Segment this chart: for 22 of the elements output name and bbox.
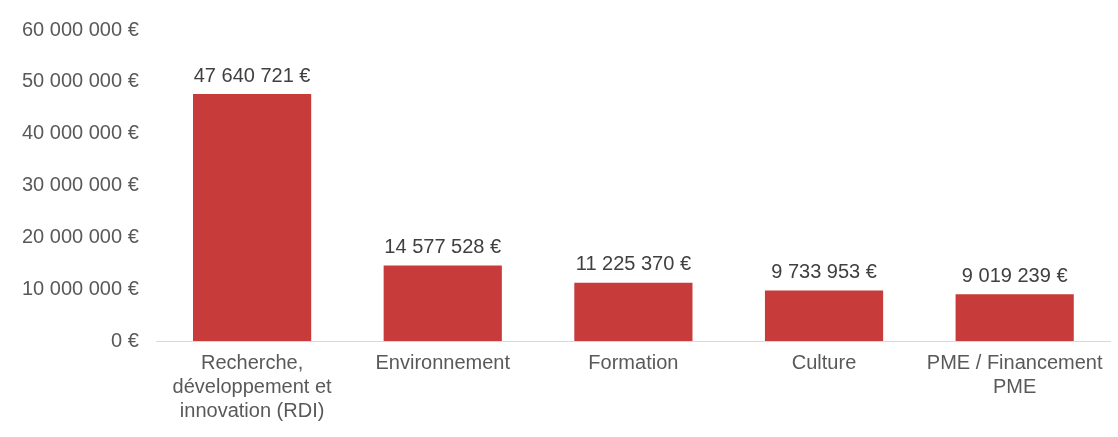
- x-tick-label: Culture: [791, 350, 857, 373]
- x-tick-label: PME / Financement PME: [926, 350, 1103, 397]
- y-tick-label: 20 000 000 €: [22, 224, 139, 247]
- bar: [955, 294, 1074, 341]
- bar: [574, 282, 693, 341]
- y-tick-label: 30 000 000 €: [22, 173, 139, 196]
- bar: [764, 290, 884, 341]
- x-tick-label: Environnement: [375, 350, 511, 373]
- y-tick-label: 10 000 000 €: [22, 276, 139, 299]
- y-tick-label: 0 €: [110, 328, 139, 351]
- data-label: 9 019 239 €: [961, 263, 1068, 286]
- data-label: 14 577 528 €: [384, 234, 502, 257]
- data-label: 47 640 721 €: [193, 63, 311, 86]
- data-label: 9 733 953 €: [771, 260, 877, 283]
- y-tick-label: 50 000 000 €: [22, 69, 139, 92]
- x-tick-label: Formation: [588, 350, 679, 373]
- y-tick-label: 40 000 000 €: [22, 121, 139, 144]
- data-label: 11 225 370 €: [575, 252, 692, 275]
- bar: [383, 265, 502, 341]
- y-tick-label: 60 000 000 €: [22, 17, 139, 40]
- x-tick-label: Recherche, développement et innovation (RDI): [172, 350, 333, 421]
- bar: [193, 94, 312, 341]
